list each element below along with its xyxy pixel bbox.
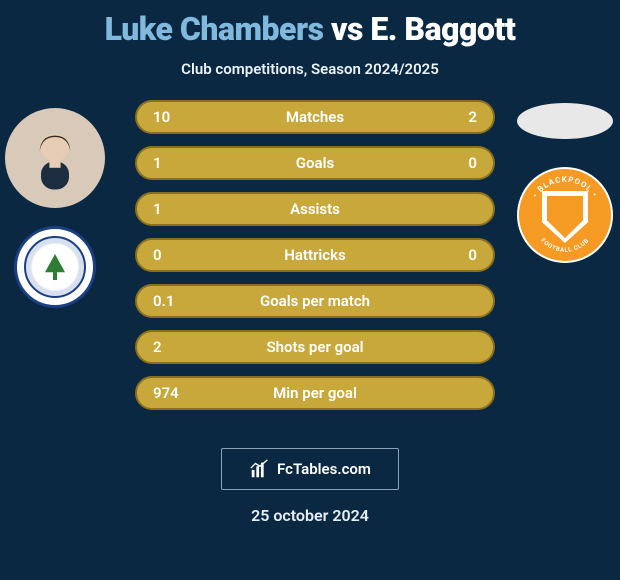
vs-text: vs: [331, 10, 363, 48]
brand-logo[interactable]: FcTables.com: [221, 448, 399, 490]
stats-bars: 10 Matches 2 1 Goals 0 1 Assists 0 Hattr…: [135, 100, 495, 410]
stat-label: Shots per goal: [266, 338, 363, 356]
right-column: • BLACKPOOL • FOOTBALL CLUB: [510, 103, 620, 263]
stat-label: Hattricks: [284, 246, 346, 264]
stat-row-shots-per-goal: 2 Shots per goal: [135, 330, 495, 364]
page-title: Luke Chambers vs E. Baggott: [0, 10, 620, 48]
player1-name: Luke Chambers: [105, 10, 324, 48]
stat-row-hattricks: 0 Hattricks 0: [135, 238, 495, 272]
stat-label: Assists: [290, 200, 340, 218]
stat-row-goals-per-match: 0.1 Goals per match: [135, 284, 495, 318]
stat-row-goals: 1 Goals 0: [135, 146, 495, 180]
left-column: [0, 108, 110, 308]
stat-label: Goals per match: [260, 292, 370, 310]
blackpool-fc-badge: • BLACKPOOL • FOOTBALL CLUB: [517, 167, 613, 263]
stat-label: Min per goal: [273, 384, 357, 402]
stat-row-assists: 1 Assists: [135, 192, 495, 226]
date-text: 25 october 2024: [0, 506, 620, 525]
stat-label: Goals: [296, 154, 334, 172]
tree-icon: [45, 254, 65, 280]
stat-label: Matches: [286, 108, 344, 126]
person-icon: [20, 123, 90, 193]
comparison-card: Luke Chambers vs E. Baggott Club competi…: [0, 0, 620, 580]
player2-avatar-placeholder: [517, 103, 613, 139]
stat-row-min-per-goal: 974 Min per goal: [135, 376, 495, 410]
stats-area: • BLACKPOOL • FOOTBALL CLUB 10 Matches 2…: [0, 100, 620, 430]
chart-icon: [249, 458, 271, 480]
player1-avatar: [5, 108, 105, 208]
brand-text: FcTables.com: [277, 460, 371, 478]
subtitle: Club competitions, Season 2024/2025: [0, 60, 620, 78]
stat-row-matches: 10 Matches 2: [135, 100, 495, 134]
player2-name: E. Baggott: [370, 10, 515, 48]
wigan-athletic-badge: [14, 226, 96, 308]
